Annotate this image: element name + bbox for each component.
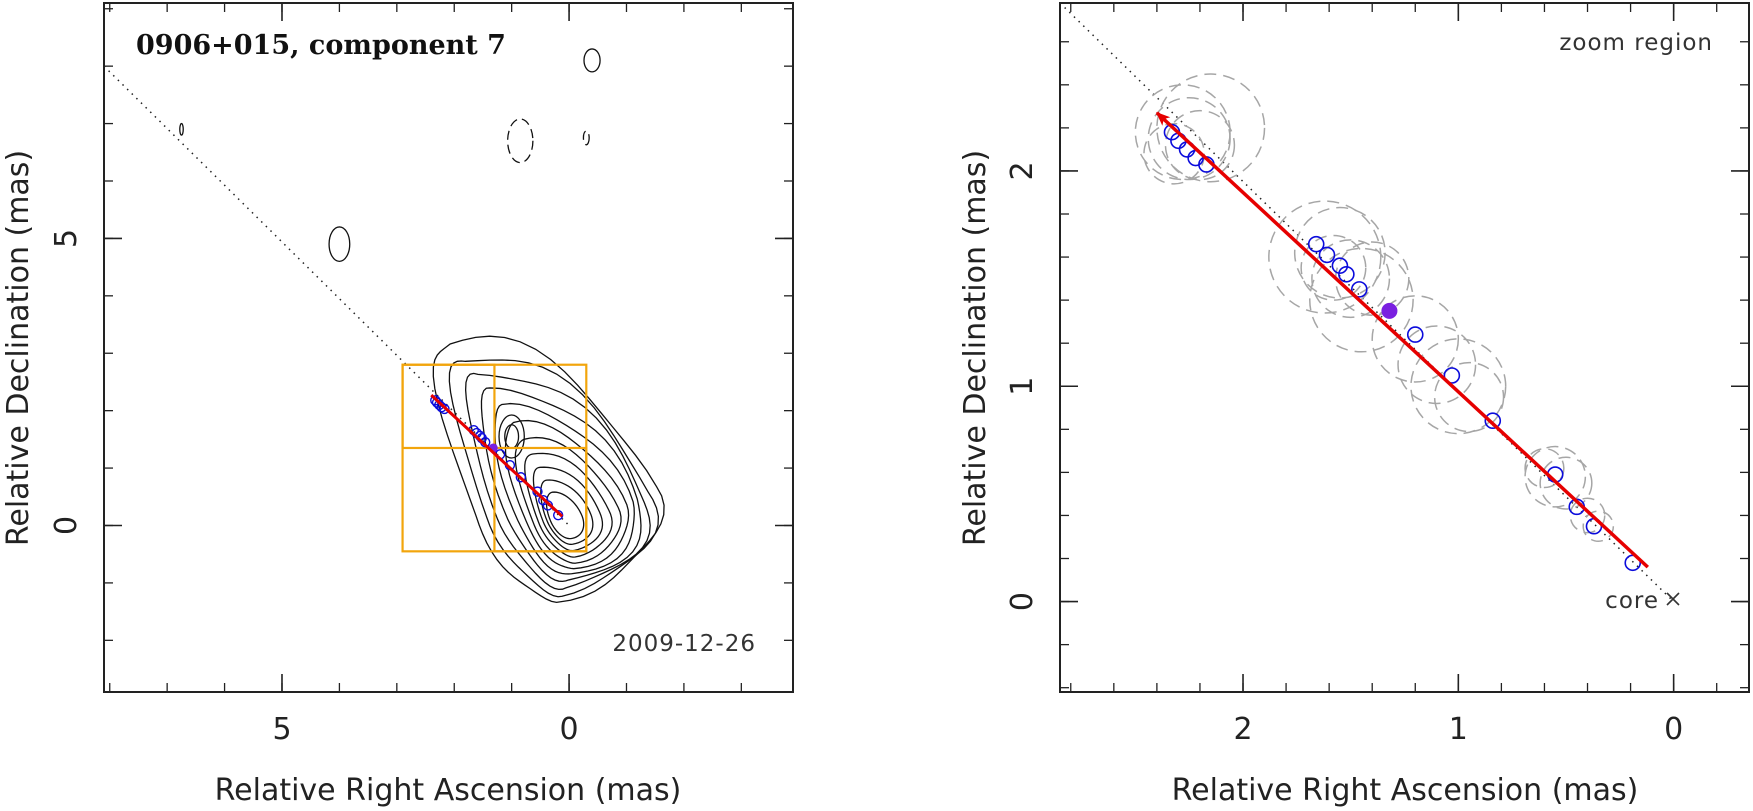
- left-ytick-label-0: 0: [49, 516, 84, 535]
- right-x-axis-label: Relative Right Ascension (mas): [1172, 773, 1639, 808]
- right-velocity-vector: [1155, 111, 1649, 569]
- right-y-axis-label: Relative Declination (mas): [958, 150, 993, 546]
- left-ytick-labels: 5 0: [49, 229, 84, 535]
- isolated-contour: [179, 122, 184, 136]
- right-major-ticks: [1060, 3, 1749, 692]
- left-ytick-label-5: 5: [49, 229, 84, 248]
- component-size-circle: [1524, 447, 1565, 489]
- component-size-circle: [1582, 510, 1615, 543]
- component-size-circle: [1309, 247, 1414, 353]
- right-plot-area: [1060, 3, 1675, 603]
- component-size-circle: [1268, 200, 1382, 314]
- contour-level: [480, 387, 642, 583]
- component-size-circle: [1371, 295, 1460, 383]
- contour-level: [464, 372, 651, 591]
- component-position-point: [439, 403, 450, 415]
- component-size-circle: [1143, 122, 1206, 185]
- component-size-circle: [1156, 73, 1266, 183]
- component-size-circle: [1293, 206, 1386, 299]
- right-xtick-label-0: 0: [1664, 712, 1683, 747]
- right-ytick-label-2: 2: [1005, 161, 1040, 180]
- left-xtick-label-0: 0: [560, 712, 579, 747]
- contour-level: [448, 359, 660, 598]
- contour-level: [532, 466, 604, 552]
- component-position-point: [1406, 326, 1424, 343]
- right-ytick-label-1: 1: [1005, 377, 1040, 396]
- left-title: 0906+015, component 7: [136, 30, 506, 61]
- left-zoom-boxes: [401, 363, 588, 553]
- zoom-box: [493, 446, 588, 553]
- negative-contour: [506, 118, 534, 164]
- left-isolated-contours: [179, 48, 601, 263]
- left-contour-map: [432, 335, 665, 604]
- component-position-point: [1338, 265, 1355, 283]
- right-ytick-labels: 2 1 0: [1005, 161, 1040, 611]
- component-position-point: [1484, 412, 1502, 430]
- core-marker-icon: [1666, 592, 1680, 606]
- component-size-circle: [1164, 109, 1236, 181]
- component-position-point: [1350, 281, 1368, 298]
- component-size-circle: [1433, 361, 1505, 433]
- left-xtick-label-5: 5: [272, 712, 291, 747]
- contour-level: [540, 479, 594, 546]
- right-core-label: core: [1605, 588, 1659, 614]
- component-size-circle: [1539, 456, 1593, 510]
- right-xtick-labels: 2 1 0: [1233, 712, 1683, 747]
- component-position-point: [1331, 257, 1349, 274]
- left-negative-contours: [506, 118, 590, 164]
- component-size-circle: [1334, 241, 1410, 316]
- isolated-contour: [583, 48, 601, 73]
- component-position-point: [515, 472, 527, 483]
- contour-level: [498, 414, 525, 459]
- left-date-label: 2009-12-26: [612, 631, 756, 657]
- component-size-circle: [1524, 445, 1587, 508]
- right-ytick-label-0: 0: [1005, 592, 1040, 611]
- right-component-sizes: [1134, 73, 1615, 543]
- component-position-point: [1443, 367, 1461, 384]
- component-size-circle: [1410, 338, 1507, 435]
- component-position-point: [1307, 235, 1325, 253]
- component-size-circle: [1311, 239, 1391, 319]
- left-y-axis-label: Relative Declination (mas): [1, 150, 36, 546]
- left-plot-area: [104, 48, 665, 604]
- contour-level: [524, 452, 613, 558]
- component-size-circle: [1397, 325, 1477, 405]
- contour-level: [504, 419, 630, 570]
- left-major-ticks: [104, 3, 793, 692]
- component-size-circle: [1147, 96, 1231, 181]
- contour-level: [545, 491, 585, 540]
- left-velocity-vector: [430, 394, 564, 518]
- right-title: zoom region: [1559, 30, 1713, 56]
- highlighted-component-point: [1381, 302, 1398, 319]
- negative-contour: [582, 130, 590, 146]
- zoom-box: [401, 363, 496, 450]
- left-panel: 0906+015, component 7 2009-12-26 5 0 5 0…: [1, 2, 794, 808]
- contour-level: [514, 436, 622, 564]
- component-position-point: [1318, 246, 1336, 264]
- right-panel: zoom region core 2 1 0 2 1 0 Relative Ri…: [958, 2, 1750, 808]
- isolated-contour: [328, 226, 351, 263]
- component-size-circle: [1569, 497, 1606, 534]
- left-plot-frame: [103, 2, 794, 693]
- left-minor-ticks: [104, 3, 793, 692]
- contour-level: [432, 335, 665, 604]
- right-xtick-label-1: 1: [1449, 712, 1468, 747]
- right-plot-frame: [1059, 2, 1750, 693]
- left-xtick-labels: 5 0: [272, 712, 578, 747]
- right-xtick-label-2: 2: [1233, 712, 1252, 747]
- component-size-circle: [1300, 234, 1367, 301]
- left-x-axis-label: Relative Right Ascension (mas): [215, 773, 682, 808]
- component-position-point: [532, 486, 543, 497]
